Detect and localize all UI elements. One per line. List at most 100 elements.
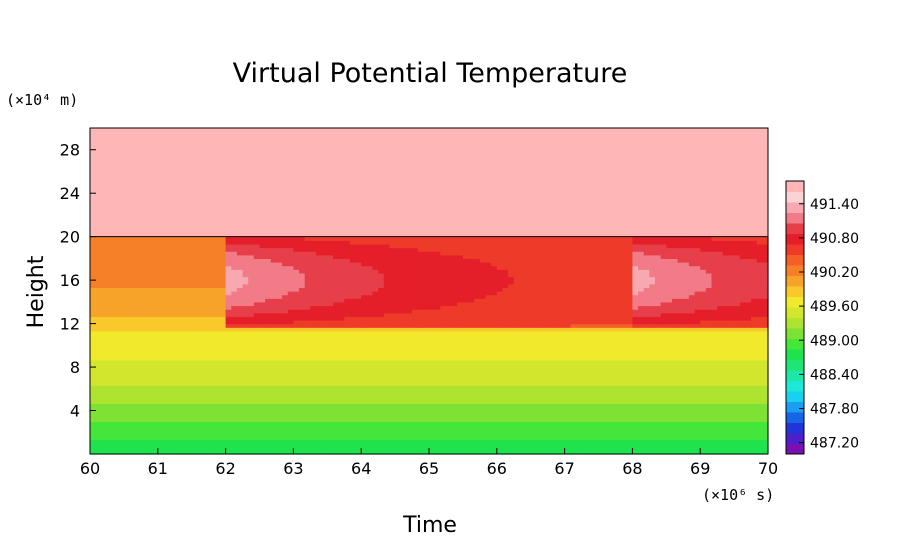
heatmap-cell bbox=[332, 352, 340, 357]
heatmap-cell bbox=[146, 403, 153, 408]
heatmap-cell bbox=[626, 330, 633, 336]
heatmap-cell bbox=[276, 403, 283, 408]
heatmap-cell bbox=[564, 377, 571, 383]
heatmap-cell bbox=[429, 352, 436, 357]
heatmap-cell bbox=[106, 367, 114, 372]
heatmap-cell bbox=[621, 338, 628, 343]
heatmap-cell bbox=[530, 352, 537, 357]
heatmap-cell bbox=[304, 446, 311, 451]
heatmap-cell bbox=[525, 309, 532, 314]
heatmap-cell bbox=[299, 356, 306, 361]
heatmap-cell bbox=[536, 316, 543, 321]
heatmap-cell bbox=[135, 359, 142, 365]
heatmap-cell bbox=[609, 417, 617, 422]
heatmap-cell bbox=[157, 450, 165, 455]
heatmap-cell bbox=[722, 356, 730, 361]
heatmap-cell bbox=[197, 363, 204, 368]
heatmap-cell bbox=[688, 421, 696, 426]
heatmap-cell bbox=[525, 403, 532, 408]
heatmap-cell bbox=[677, 388, 684, 394]
heatmap-cell bbox=[751, 403, 758, 408]
heatmap-cell bbox=[225, 406, 232, 412]
heatmap-cell bbox=[604, 305, 611, 310]
heatmap-cell bbox=[412, 341, 419, 346]
heatmap-cell bbox=[615, 392, 622, 397]
heatmap-cell bbox=[660, 388, 667, 394]
heatmap-cell bbox=[378, 428, 385, 433]
heatmap-cell bbox=[542, 319, 549, 325]
heatmap-cell bbox=[491, 417, 498, 422]
heatmap-cell bbox=[638, 428, 645, 433]
heatmap-cell bbox=[270, 417, 278, 422]
heatmap-cell bbox=[666, 443, 673, 448]
heatmap-cell bbox=[146, 352, 153, 357]
heatmap-cell bbox=[671, 443, 679, 448]
heatmap-cell bbox=[728, 432, 735, 437]
heatmap-cell bbox=[508, 305, 515, 310]
heatmap-cell bbox=[429, 435, 436, 441]
heatmap-cell bbox=[321, 316, 328, 321]
heatmap-cell bbox=[474, 370, 481, 375]
heatmap-cell bbox=[214, 392, 221, 397]
heatmap-cell bbox=[106, 352, 114, 357]
heatmap-cell bbox=[434, 421, 441, 426]
heatmap-cell bbox=[722, 410, 730, 415]
heatmap-cell bbox=[129, 377, 136, 383]
heatmap-cell bbox=[191, 323, 198, 328]
heatmap-cell bbox=[717, 428, 724, 433]
heatmap-cell bbox=[756, 435, 763, 441]
heatmap-cell bbox=[219, 377, 227, 383]
heatmap-cell bbox=[722, 334, 730, 339]
heatmap-cell bbox=[604, 330, 611, 336]
heatmap-cell bbox=[259, 414, 266, 419]
heatmap-cell bbox=[287, 388, 294, 394]
heatmap-cell bbox=[282, 316, 289, 321]
heatmap-cell bbox=[660, 377, 667, 383]
heatmap-cell bbox=[219, 406, 227, 412]
heatmap-cell bbox=[236, 330, 244, 336]
heatmap-cell bbox=[700, 450, 707, 455]
heatmap-cell bbox=[440, 435, 447, 441]
heatmap-cell bbox=[259, 450, 266, 455]
heatmap-cell bbox=[282, 417, 289, 422]
heatmap-cell bbox=[491, 367, 498, 372]
heatmap-cell bbox=[564, 439, 571, 444]
heatmap-cell bbox=[163, 425, 170, 430]
heatmap-cell bbox=[344, 319, 351, 325]
heatmap-cell bbox=[118, 356, 125, 361]
heatmap-cell bbox=[123, 450, 131, 455]
heatmap-cell bbox=[270, 377, 278, 383]
heatmap-cell bbox=[525, 319, 532, 325]
heatmap-cell bbox=[106, 338, 114, 343]
heatmap-cell bbox=[327, 374, 334, 379]
heatmap-cell bbox=[186, 319, 193, 325]
heatmap-cell bbox=[400, 421, 407, 426]
heatmap-cell bbox=[626, 338, 633, 343]
heatmap-cell bbox=[592, 377, 600, 383]
heatmap-cell bbox=[316, 414, 323, 419]
heatmap-cell bbox=[112, 359, 119, 365]
heatmap-cell bbox=[327, 341, 334, 346]
heatmap-cell bbox=[270, 428, 278, 433]
heatmap-cell bbox=[180, 319, 187, 325]
heatmap-cell bbox=[598, 305, 605, 310]
heatmap-cell bbox=[598, 312, 605, 317]
heatmap-cell bbox=[225, 435, 232, 441]
heatmap-cell bbox=[316, 432, 323, 437]
heatmap-cell bbox=[276, 345, 283, 350]
heatmap-cell bbox=[338, 316, 345, 321]
heatmap-cell bbox=[395, 388, 402, 394]
heatmap-cell bbox=[722, 330, 730, 336]
heatmap-cell bbox=[615, 443, 622, 448]
heatmap-cell bbox=[536, 446, 543, 451]
heatmap-cell bbox=[423, 338, 430, 343]
heatmap-cell bbox=[553, 417, 560, 422]
heatmap-cell bbox=[316, 417, 323, 422]
heatmap-cell bbox=[299, 309, 306, 314]
heatmap-cell bbox=[310, 428, 317, 433]
heatmap-cell bbox=[140, 388, 148, 394]
heatmap-cell bbox=[231, 425, 238, 430]
heatmap-cell bbox=[186, 396, 193, 401]
heatmap-cell bbox=[513, 305, 520, 310]
heatmap-cell bbox=[570, 414, 577, 419]
